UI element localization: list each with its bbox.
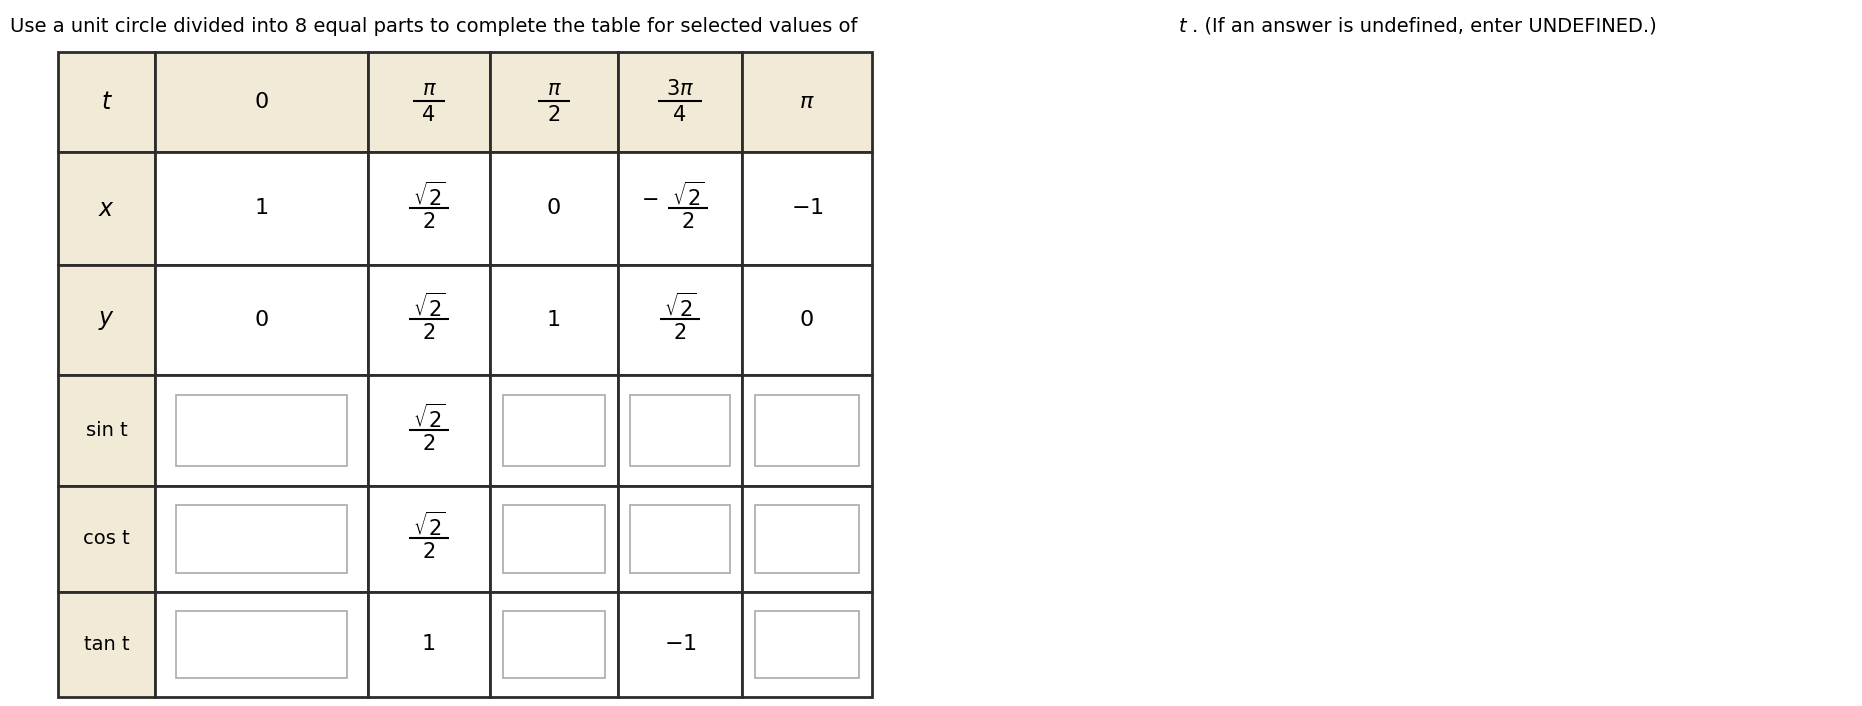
Text: $\sqrt{2}$: $\sqrt{2}$: [663, 293, 696, 321]
Bar: [490, 265, 618, 375]
Text: 2: 2: [423, 433, 436, 453]
Text: $\sqrt{2}$: $\sqrt{2}$: [413, 181, 445, 210]
Text: $-$: $-$: [641, 188, 659, 208]
Bar: [503, 395, 605, 466]
Bar: [741, 152, 871, 265]
Text: $x$: $x$: [99, 196, 115, 220]
Text: 0: 0: [255, 310, 268, 330]
Bar: [369, 486, 490, 592]
Bar: [754, 505, 858, 573]
Bar: [155, 486, 369, 592]
Bar: [369, 52, 490, 152]
Bar: [754, 611, 858, 678]
Text: cos t: cos t: [84, 530, 130, 549]
Bar: [741, 375, 871, 486]
Text: $-1$: $-1$: [791, 198, 823, 218]
Bar: [741, 592, 871, 697]
Bar: [618, 152, 741, 265]
Bar: [177, 395, 346, 466]
Text: 4: 4: [423, 105, 436, 125]
Bar: [503, 505, 605, 573]
Bar: [369, 265, 490, 375]
Bar: [618, 592, 741, 697]
Text: 1: 1: [547, 310, 560, 330]
Text: 2: 2: [674, 323, 687, 343]
Bar: [155, 375, 369, 486]
Bar: [155, 592, 369, 697]
Text: $\sqrt{2}$: $\sqrt{2}$: [672, 181, 704, 210]
Text: 1: 1: [255, 198, 268, 218]
Text: $y$: $y$: [99, 308, 115, 332]
Bar: [741, 486, 871, 592]
Bar: [490, 375, 618, 486]
Text: 4: 4: [674, 105, 687, 125]
Text: 0: 0: [255, 92, 268, 112]
Bar: [490, 52, 618, 152]
Bar: [631, 395, 730, 466]
Text: 2: 2: [423, 542, 436, 562]
Text: $\pi$: $\pi$: [547, 79, 562, 99]
Bar: [369, 375, 490, 486]
Bar: [177, 611, 346, 678]
Bar: [490, 152, 618, 265]
Text: 2: 2: [681, 212, 695, 232]
Text: 2: 2: [547, 105, 560, 125]
Bar: [631, 505, 730, 573]
Bar: [369, 592, 490, 697]
Text: 0: 0: [547, 198, 560, 218]
Bar: [58, 265, 155, 375]
Text: $\sqrt{2}$: $\sqrt{2}$: [413, 512, 445, 540]
Bar: [58, 152, 155, 265]
Text: $t$: $t$: [101, 90, 112, 114]
Text: $\pi$: $\pi$: [421, 79, 436, 99]
Text: $-1$: $-1$: [663, 635, 696, 654]
Bar: [58, 52, 155, 152]
Text: Use a unit circle divided into 8 equal parts to complete the table for selected : Use a unit circle divided into 8 equal p…: [9, 16, 864, 35]
Text: . (If an answer is undefined, enter UNDEFINED.): . (If an answer is undefined, enter UNDE…: [1192, 16, 1657, 35]
Text: $t$: $t$: [1179, 16, 1188, 35]
Bar: [155, 52, 369, 152]
Bar: [754, 395, 858, 466]
Text: tan t: tan t: [84, 635, 128, 654]
Bar: [503, 611, 605, 678]
Text: $\pi$: $\pi$: [799, 92, 816, 112]
Bar: [58, 592, 155, 697]
Text: 2: 2: [423, 323, 436, 343]
Text: sin t: sin t: [86, 421, 127, 440]
Bar: [58, 486, 155, 592]
Bar: [177, 505, 346, 573]
Bar: [618, 375, 741, 486]
Text: $\sqrt{2}$: $\sqrt{2}$: [413, 403, 445, 431]
Text: 1: 1: [423, 635, 436, 654]
Bar: [618, 486, 741, 592]
Bar: [741, 265, 871, 375]
Bar: [490, 592, 618, 697]
Bar: [490, 486, 618, 592]
Bar: [155, 265, 369, 375]
Bar: [618, 265, 741, 375]
Text: 0: 0: [801, 310, 814, 330]
Bar: [741, 52, 871, 152]
Text: $3\pi$: $3\pi$: [667, 79, 695, 99]
Bar: [58, 375, 155, 486]
Text: 2: 2: [423, 212, 436, 232]
Bar: [618, 52, 741, 152]
Bar: [369, 152, 490, 265]
Text: $\sqrt{2}$: $\sqrt{2}$: [413, 293, 445, 321]
Bar: [155, 152, 369, 265]
